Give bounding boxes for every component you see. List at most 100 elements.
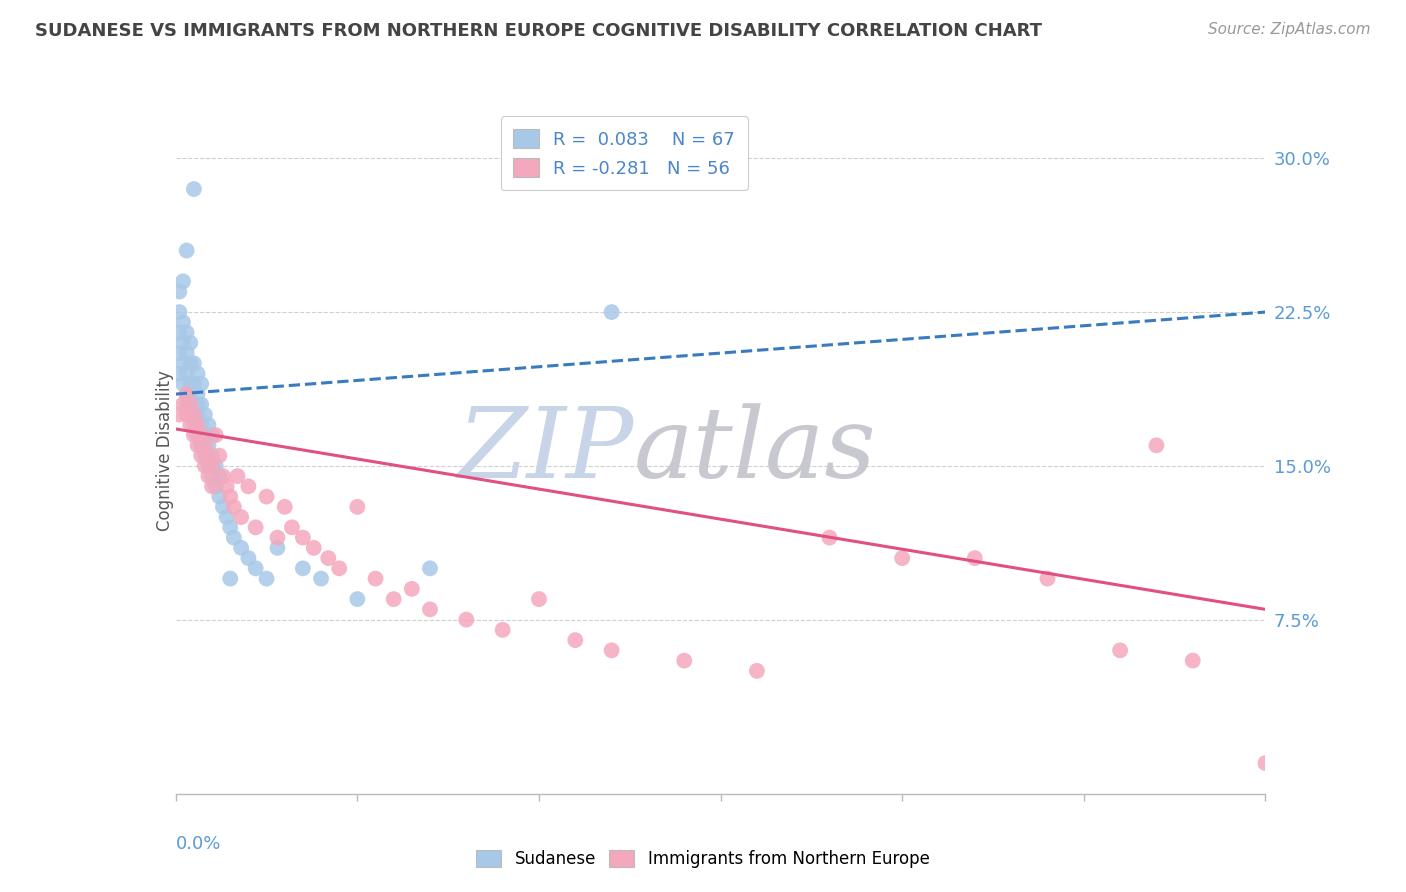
Point: [231, 510, 253, 524]
Point: [194, 449, 217, 463]
Point: [190, 397, 212, 411]
Point: [194, 438, 217, 452]
Point: [179, 397, 201, 411]
Point: [176, 387, 198, 401]
Point: [222, 500, 245, 514]
Point: [194, 408, 217, 422]
Point: [176, 387, 198, 401]
Point: [256, 572, 278, 586]
Point: [1146, 438, 1168, 452]
Point: [197, 458, 219, 473]
Point: [183, 376, 205, 391]
Point: [194, 428, 217, 442]
Point: [183, 408, 205, 422]
Point: [745, 664, 768, 678]
Point: [194, 458, 217, 473]
Point: [190, 376, 212, 391]
Point: [172, 376, 194, 391]
Point: [201, 469, 224, 483]
Point: [266, 541, 288, 555]
Point: [401, 582, 423, 596]
Point: [208, 449, 231, 463]
Point: [673, 654, 696, 668]
Point: [318, 551, 340, 566]
Point: [179, 387, 201, 401]
Point: [212, 469, 235, 483]
Point: [245, 561, 267, 575]
Point: [891, 551, 914, 566]
Point: [600, 305, 623, 319]
Point: [183, 417, 205, 432]
Legend: R =  0.083    N = 67, R = -0.281   N = 56: R = 0.083 N = 67, R = -0.281 N = 56: [501, 116, 748, 190]
Point: [197, 469, 219, 483]
Point: [176, 367, 198, 381]
Point: [197, 417, 219, 432]
Point: [204, 428, 226, 442]
Point: [492, 623, 515, 637]
Point: [169, 408, 191, 422]
Point: [238, 551, 260, 566]
Point: [281, 520, 304, 534]
Legend: Sudanese, Immigrants from Northern Europe: Sudanese, Immigrants from Northern Europ…: [470, 843, 936, 875]
Point: [197, 438, 219, 452]
Point: [256, 490, 278, 504]
Point: [176, 326, 198, 340]
Point: [179, 397, 201, 411]
Point: [172, 335, 194, 350]
Point: [219, 520, 242, 534]
Point: [169, 346, 191, 360]
Point: [1254, 756, 1277, 771]
Point: [364, 572, 387, 586]
Point: [818, 531, 841, 545]
Point: [1109, 643, 1132, 657]
Point: [176, 346, 198, 360]
Point: [201, 479, 224, 493]
Y-axis label: Cognitive Disability: Cognitive Disability: [156, 370, 173, 531]
Point: [179, 376, 201, 391]
Point: [274, 500, 297, 514]
Point: [176, 397, 198, 411]
Text: 0.0%: 0.0%: [176, 835, 221, 853]
Point: [179, 417, 201, 432]
Point: [215, 510, 238, 524]
Point: [169, 285, 191, 299]
Point: [204, 458, 226, 473]
Text: ZIP: ZIP: [457, 403, 633, 498]
Text: SUDANESE VS IMMIGRANTS FROM NORTHERN EUROPE COGNITIVE DISABILITY CORRELATION CHA: SUDANESE VS IMMIGRANTS FROM NORTHERN EUR…: [35, 22, 1042, 40]
Point: [456, 613, 478, 627]
Point: [219, 490, 242, 504]
Point: [172, 397, 194, 411]
Point: [190, 449, 212, 463]
Point: [197, 449, 219, 463]
Point: [201, 458, 224, 473]
Point: [176, 408, 198, 422]
Point: [382, 592, 405, 607]
Point: [183, 182, 205, 196]
Point: [226, 469, 249, 483]
Point: [201, 428, 224, 442]
Point: [186, 397, 209, 411]
Point: [190, 438, 212, 452]
Point: [245, 520, 267, 534]
Point: [186, 438, 209, 452]
Point: [190, 438, 212, 452]
Point: [186, 417, 209, 432]
Point: [201, 449, 224, 463]
Point: [190, 428, 212, 442]
Point: [309, 572, 332, 586]
Point: [1181, 654, 1204, 668]
Point: [172, 315, 194, 329]
Point: [183, 428, 205, 442]
Point: [169, 367, 191, 381]
Text: Source: ZipAtlas.com: Source: ZipAtlas.com: [1208, 22, 1371, 37]
Point: [204, 479, 226, 493]
Point: [208, 469, 231, 483]
Point: [186, 367, 209, 381]
Point: [222, 531, 245, 545]
Point: [190, 417, 212, 432]
Point: [1036, 572, 1059, 586]
Point: [172, 356, 194, 370]
Point: [291, 531, 314, 545]
Point: [186, 408, 209, 422]
Point: [346, 500, 368, 514]
